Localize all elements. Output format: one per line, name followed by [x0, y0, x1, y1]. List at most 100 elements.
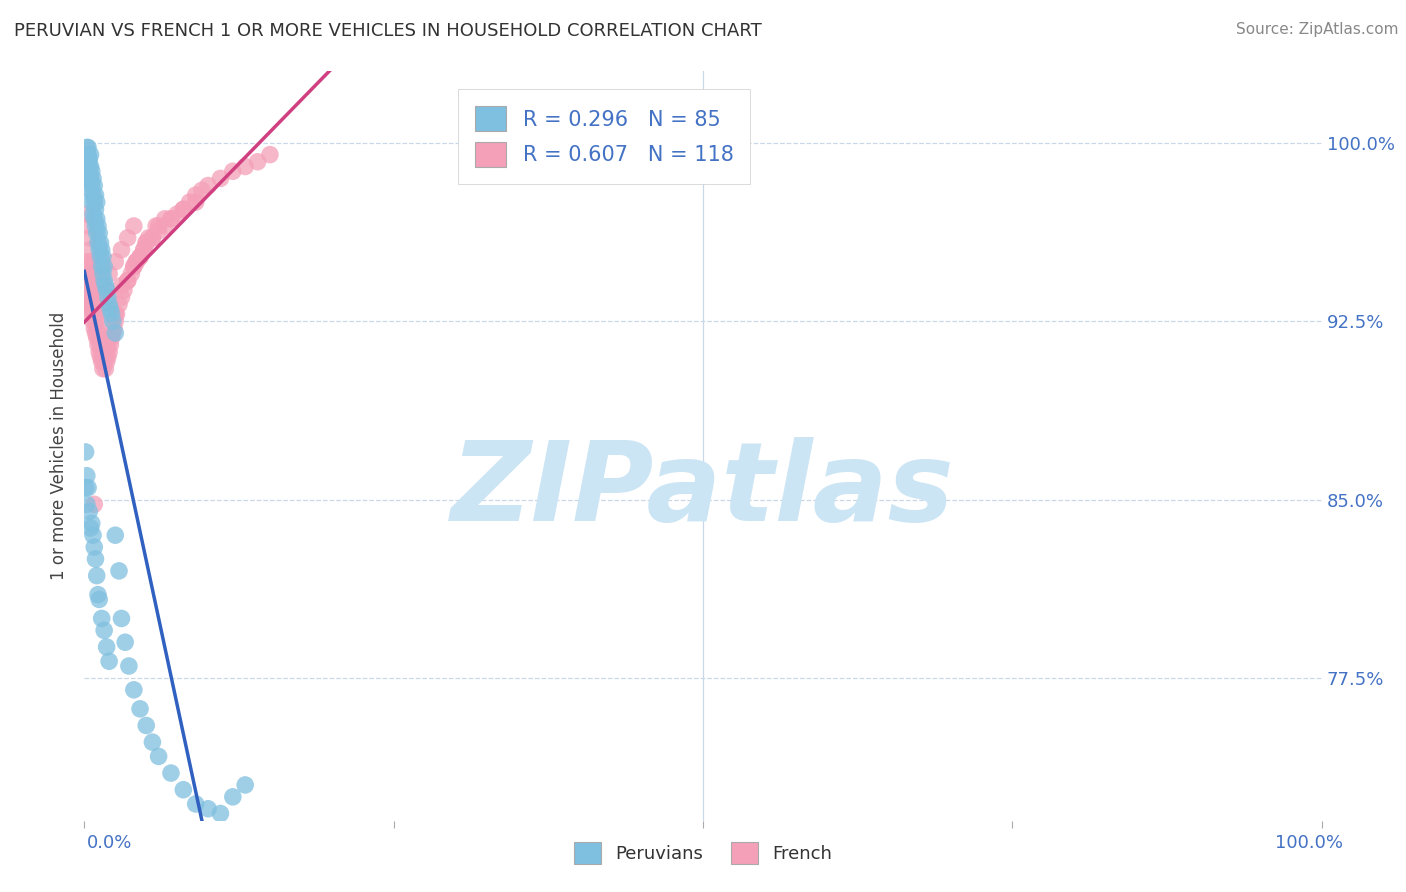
Point — [82, 528, 104, 542]
Text: ZIPatlas: ZIPatlas — [451, 437, 955, 544]
Point — [77, 267, 100, 281]
Point — [89, 314, 111, 328]
Point — [86, 321, 108, 335]
Point — [79, 147, 101, 161]
Point — [96, 354, 118, 368]
Point — [166, 207, 188, 221]
Point — [76, 171, 98, 186]
Point — [80, 283, 103, 297]
Point — [141, 735, 163, 749]
Point — [98, 302, 121, 317]
Point — [76, 147, 98, 161]
Point — [80, 516, 103, 531]
Point — [112, 283, 135, 297]
Point — [233, 160, 256, 174]
Point — [87, 235, 110, 250]
Point — [101, 326, 124, 340]
Point — [86, 568, 108, 582]
Point — [86, 307, 108, 321]
Point — [75, 160, 97, 174]
Point — [79, 297, 101, 311]
Point — [83, 285, 105, 300]
Point — [76, 497, 98, 511]
Point — [87, 219, 110, 233]
Point — [79, 171, 101, 186]
Point — [79, 183, 101, 197]
Point — [90, 611, 112, 625]
Point — [93, 274, 115, 288]
Point — [96, 283, 118, 297]
Point — [108, 564, 131, 578]
Point — [118, 659, 141, 673]
Text: 100.0%: 100.0% — [1275, 834, 1343, 852]
Text: PERUVIAN VS FRENCH 1 OR MORE VEHICLES IN HOUSEHOLD CORRELATION CHART: PERUVIAN VS FRENCH 1 OR MORE VEHICLES IN… — [14, 22, 762, 40]
Point — [148, 749, 170, 764]
Point — [86, 331, 108, 345]
Point — [84, 202, 107, 217]
Point — [114, 635, 136, 649]
Point — [98, 297, 121, 311]
Point — [104, 254, 127, 268]
Point — [89, 235, 111, 250]
Point — [94, 350, 117, 364]
Point — [96, 343, 118, 357]
Point — [129, 250, 152, 264]
Point — [184, 797, 207, 811]
Point — [86, 226, 108, 240]
Point — [79, 243, 101, 257]
Point — [117, 231, 139, 245]
Point — [83, 278, 105, 293]
Point — [84, 219, 107, 233]
Point — [191, 183, 214, 197]
Point — [83, 195, 105, 210]
Point — [222, 164, 245, 178]
Point — [184, 195, 207, 210]
Point — [129, 250, 152, 264]
Point — [132, 243, 155, 257]
Point — [87, 326, 110, 340]
Point — [132, 243, 155, 257]
Point — [184, 188, 207, 202]
Point — [80, 307, 103, 321]
Point — [122, 219, 145, 233]
Point — [90, 260, 112, 274]
Point — [76, 283, 98, 297]
Point — [89, 338, 111, 352]
Point — [98, 267, 121, 281]
Point — [110, 290, 132, 304]
Text: 0.0%: 0.0% — [87, 834, 132, 852]
Point — [79, 283, 101, 297]
Point — [105, 307, 128, 321]
Point — [104, 326, 127, 340]
Point — [79, 290, 101, 304]
Point — [97, 338, 120, 352]
Point — [117, 274, 139, 288]
Point — [86, 302, 108, 317]
Point — [135, 235, 157, 250]
Point — [83, 211, 105, 226]
Point — [197, 802, 219, 816]
Point — [233, 778, 256, 792]
Point — [94, 278, 117, 293]
Point — [93, 624, 115, 638]
Point — [90, 343, 112, 357]
Point — [197, 178, 219, 193]
Point — [91, 250, 114, 264]
Point — [117, 274, 139, 288]
Point — [86, 195, 108, 210]
Point — [79, 160, 101, 174]
Point — [222, 789, 245, 804]
Point — [148, 219, 170, 233]
Point — [125, 254, 148, 268]
Point — [77, 481, 100, 495]
Point — [90, 243, 112, 257]
Point — [98, 345, 121, 359]
Point — [82, 207, 104, 221]
Point — [172, 782, 194, 797]
Point — [76, 468, 98, 483]
Point — [96, 283, 118, 297]
Point — [100, 307, 122, 321]
Point — [96, 640, 118, 654]
Point — [160, 211, 183, 226]
Point — [246, 154, 269, 169]
